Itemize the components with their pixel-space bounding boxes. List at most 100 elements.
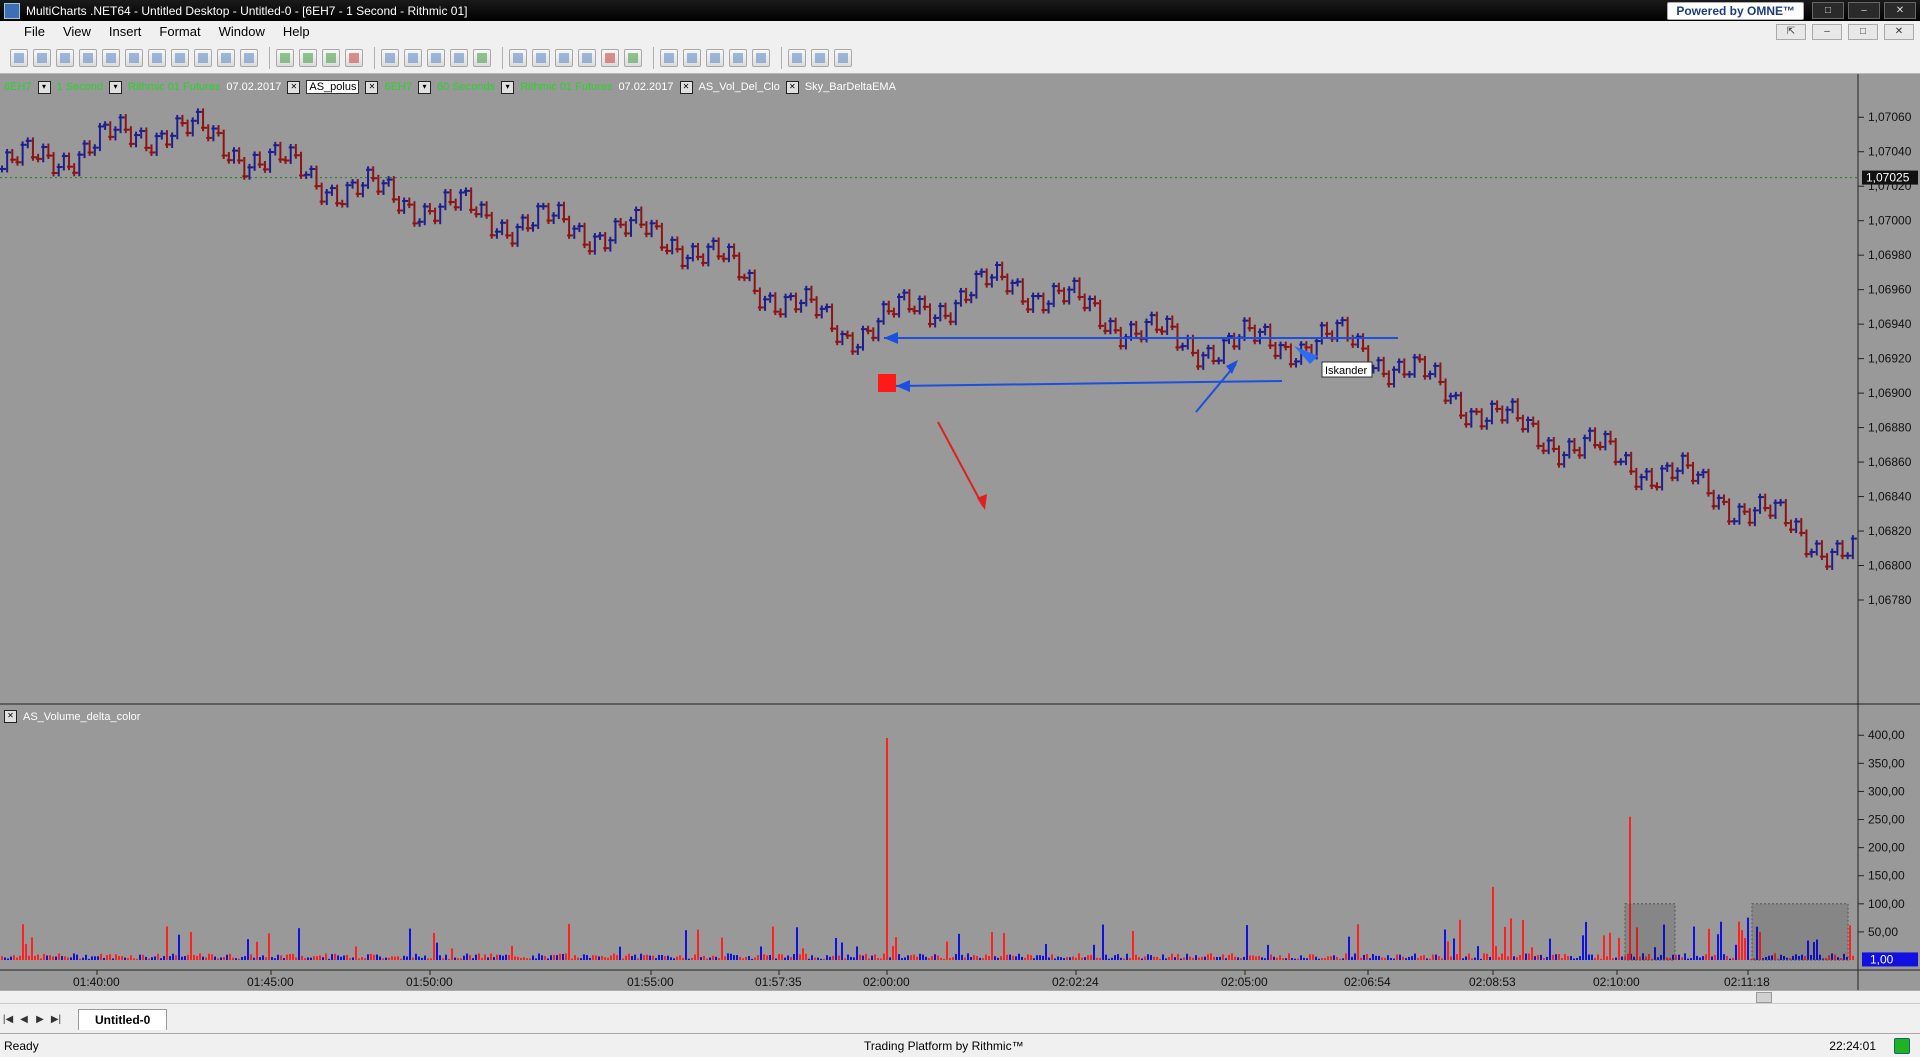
- status-dropdown[interactable]: ▾: [37, 80, 51, 94]
- study-as-vol-del-clo[interactable]: AS_Vol_Del_Clo: [698, 81, 780, 93]
- checkmark-icon[interactable]: [473, 48, 491, 67]
- study-as-polus[interactable]: AS_polus: [306, 80, 360, 94]
- remove-study-icon[interactable]: ✕: [287, 80, 301, 94]
- crosshair-icon[interactable]: [683, 48, 701, 67]
- zoom-out-icon[interactable]: [729, 48, 747, 67]
- volume-tick-label: 100,00: [1868, 897, 1905, 911]
- toolbar-separator: [653, 46, 654, 69]
- volume-tick-label: 350,00: [1868, 756, 1905, 770]
- price-tick-label: 1,07040: [1868, 145, 1912, 159]
- menu-insert[interactable]: Insert: [108, 24, 142, 39]
- tab-untitled-0[interactable]: Untitled-0: [78, 1008, 168, 1030]
- connection-status-icon: [1894, 1037, 1910, 1054]
- renko-icon[interactable]: [532, 48, 550, 67]
- current-price-marker: [1862, 170, 1918, 185]
- new-workspace-icon[interactable]: [10, 48, 28, 67]
- price-volume-chart[interactable]: Iskander 1,070601,070401,070201,070001,0…: [0, 74, 1920, 990]
- menu-format[interactable]: Format: [159, 24, 201, 39]
- price-tick-label: 1,07060: [1868, 110, 1912, 124]
- close-button[interactable]: ✕: [1884, 2, 1916, 19]
- current-price-label: 1,07025: [1866, 171, 1910, 185]
- market-profile-icon[interactable]: [624, 48, 642, 67]
- open-icon[interactable]: [33, 48, 51, 67]
- line-break-icon[interactable]: [509, 48, 527, 67]
- drawing-dropdown-icon[interactable]: [345, 48, 363, 67]
- new-dom-icon[interactable]: [148, 48, 166, 67]
- report-icon[interactable]: [240, 48, 258, 67]
- kagi-icon[interactable]: [578, 48, 596, 67]
- tab-last-button[interactable]: ▶|: [50, 1013, 62, 1025]
- restore-button[interactable]: □: [1812, 2, 1844, 19]
- tab-first-button[interactable]: |◀: [2, 1013, 14, 1025]
- chart-window[interactable]: 6EH7 ▾ 1 Second ▾ Rithmic 01 Futures 07.…: [0, 74, 1920, 990]
- menu-help[interactable]: Help: [282, 24, 310, 39]
- new-chart-icon[interactable]: [102, 48, 120, 67]
- price-tick-label: 1,06820: [1868, 524, 1912, 538]
- link-windows-icon[interactable]: [834, 48, 852, 67]
- price-tick-label: 1,06800: [1868, 559, 1912, 573]
- status-dropdown[interactable]: ▾: [109, 80, 123, 94]
- chart-properties-icon[interactable]: [811, 48, 829, 67]
- trendline-arrowhead: [884, 332, 898, 344]
- time-tick-label: 01:55:00: [627, 975, 674, 989]
- insert-study-icon[interactable]: [276, 48, 294, 67]
- mdi-close-button[interactable]: ✕: [1884, 24, 1914, 40]
- mdi-restore-button[interactable]: □: [1848, 24, 1878, 40]
- mdi-minimize-button[interactable]: –: [1812, 24, 1842, 40]
- volume-tick-label: 50,00: [1868, 925, 1898, 939]
- save-icon[interactable]: [56, 48, 74, 67]
- new-scanner-icon[interactable]: [125, 48, 143, 67]
- volume-highlight-box: [1624, 903, 1676, 961]
- remove-study-icon[interactable]: ✕: [4, 710, 17, 723]
- point-figure-icon[interactable]: [555, 48, 573, 67]
- mdi-tile-button[interactable]: ⇱: [1776, 24, 1806, 40]
- data-window-icon[interactable]: [788, 48, 806, 67]
- status-ready: Ready: [4, 1038, 39, 1053]
- signal-marker: [878, 374, 896, 392]
- minimize-button[interactable]: –: [1848, 2, 1880, 19]
- study-sky-bardeltaema[interactable]: Sky_BarDeltaEMA: [804, 81, 896, 93]
- time-tick-label: 01:57:35: [755, 975, 802, 989]
- tab-prev-button[interactable]: ◀: [20, 1013, 28, 1025]
- tab-next-button[interactable]: ▶: [36, 1013, 44, 1025]
- horizontal-scrollbar[interactable]: [0, 990, 1920, 1003]
- status-dropdown[interactable]: ▾: [501, 80, 515, 94]
- strategy-icon[interactable]: [322, 48, 340, 67]
- time-tick-label: 02:11:18: [1724, 975, 1770, 989]
- format-symbol-icon[interactable]: [381, 48, 399, 67]
- status-bar: Ready Trading Platform by Rithmic™ 22:24…: [0, 1033, 1920, 1057]
- menu-window[interactable]: Window: [218, 24, 265, 39]
- remove-study-icon[interactable]: ✕: [785, 80, 799, 94]
- status-dropdown[interactable]: ▾: [418, 80, 432, 94]
- order-entry-icon[interactable]: [171, 48, 189, 67]
- insert-signal-icon[interactable]: [299, 48, 317, 67]
- blue-arrowhead: [1226, 360, 1238, 374]
- omne-badge: Powered by OMNE™: [1667, 1, 1804, 20]
- remove-study-icon[interactable]: ✕: [679, 80, 693, 94]
- volume-profile-icon[interactable]: [601, 48, 619, 67]
- volume-tick-label: 250,00: [1868, 813, 1905, 827]
- ohlc-chart-type-icon[interactable]: [450, 48, 468, 67]
- remove-study-icon[interactable]: ✕: [365, 80, 379, 94]
- quotes-icon[interactable]: [217, 48, 235, 67]
- price-tick-label: 1,06900: [1868, 386, 1912, 400]
- price-tick-label: 1,07000: [1868, 214, 1912, 228]
- portfolio-icon[interactable]: [194, 48, 212, 67]
- status-interval-2: 60 Seconds: [437, 81, 496, 93]
- candlestick-chart-type-icon[interactable]: [427, 48, 445, 67]
- volume-tick-label: 300,00: [1868, 784, 1905, 798]
- zoom-range-icon[interactable]: [752, 48, 770, 67]
- pointer-icon[interactable]: [660, 48, 678, 67]
- blue-arrow: [1195, 363, 1237, 413]
- cursor-arrow-icon: [1294, 346, 1318, 364]
- toolbar-separator: [781, 46, 782, 69]
- zoom-in-icon[interactable]: [706, 48, 724, 67]
- volume-study-name[interactable]: AS_Volume_delta_color: [23, 710, 141, 723]
- menu-view[interactable]: View: [62, 24, 91, 39]
- scroll-thumb[interactable]: [1756, 992, 1772, 1003]
- bar-chart-type-icon[interactable]: [404, 48, 422, 67]
- close-workspace-icon[interactable]: [79, 48, 97, 67]
- time-tick-label: 02:10:00: [1593, 975, 1640, 989]
- menu-file[interactable]: File: [24, 24, 45, 39]
- trendline-lower: [895, 380, 1283, 387]
